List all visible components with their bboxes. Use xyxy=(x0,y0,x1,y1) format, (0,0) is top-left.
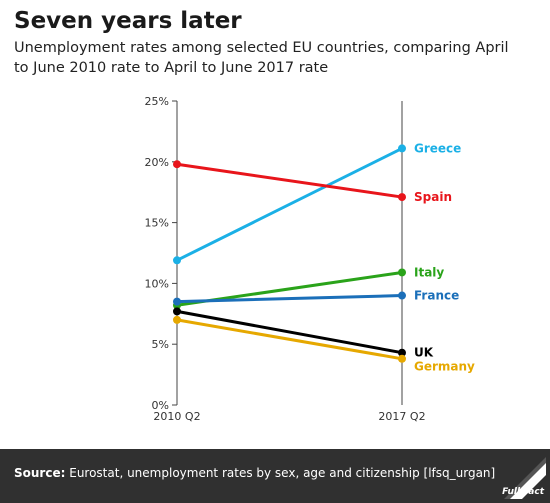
series-label-italy: Italy xyxy=(414,265,444,279)
series-label-france: France xyxy=(414,289,459,303)
source-description: Eurostat, unemployment rates by sex, age… xyxy=(69,466,496,480)
series-label-uk: UK xyxy=(414,346,434,360)
source-label: Source: xyxy=(14,466,66,480)
series-line-spain xyxy=(175,162,404,199)
line-chart: 0% 5% 10% 15% 20% 25% 2010 Q2 2017 Q2 Greece Spa… xyxy=(145,95,476,423)
series-line-greece xyxy=(175,146,404,262)
series-label-germany: Germany xyxy=(414,360,475,374)
data-point-italy-2017 xyxy=(398,268,406,277)
series-line-uk xyxy=(175,309,404,355)
series-label-spain: Spain xyxy=(414,190,452,204)
series-line-france xyxy=(175,294,404,304)
y-tick-label: 15% xyxy=(145,217,169,230)
data-point-greece-2017 xyxy=(398,144,406,153)
y-tick-label: 5% xyxy=(152,338,169,351)
x-tick-label: 2010 Q2 xyxy=(153,410,200,423)
chart-series xyxy=(173,144,406,363)
logo-text: Full Fact xyxy=(502,487,544,497)
data-point-uk-2017 xyxy=(398,348,406,357)
y-tick-label: 0% xyxy=(152,399,169,412)
data-point-spain-2010 xyxy=(173,160,181,169)
data-point-spain-2017 xyxy=(398,193,406,202)
data-point-germany-2010 xyxy=(173,315,181,324)
data-point-uk-2010 xyxy=(173,307,181,316)
y-tick-label: 10% xyxy=(145,277,169,290)
chart-title: Seven years later xyxy=(14,8,242,34)
data-point-greece-2010 xyxy=(173,256,181,265)
series-line-germany xyxy=(175,318,404,361)
y-tick-label: 25% xyxy=(145,95,169,108)
data-point-france-2010 xyxy=(173,297,181,306)
chart-subtitle: Unemployment rates among selected EU cou… xyxy=(14,40,509,76)
y-tick-label: 20% xyxy=(145,156,169,169)
source-note: Source: Eurostat, unemployment rates by … xyxy=(14,465,495,481)
source-footer: Source: Eurostat, unemployment rates by … xyxy=(0,449,550,503)
x-tick-label: 2017 Q2 xyxy=(378,410,425,423)
data-point-france-2017 xyxy=(398,291,406,300)
chart-axes: 0% 5% 10% 15% 20% 25% 2010 Q2 2017 Q2 xyxy=(145,95,426,423)
series-label-greece: Greece xyxy=(414,141,461,155)
data-point-germany-2017 xyxy=(398,354,406,363)
full-fact-logo-icon xyxy=(504,457,546,499)
